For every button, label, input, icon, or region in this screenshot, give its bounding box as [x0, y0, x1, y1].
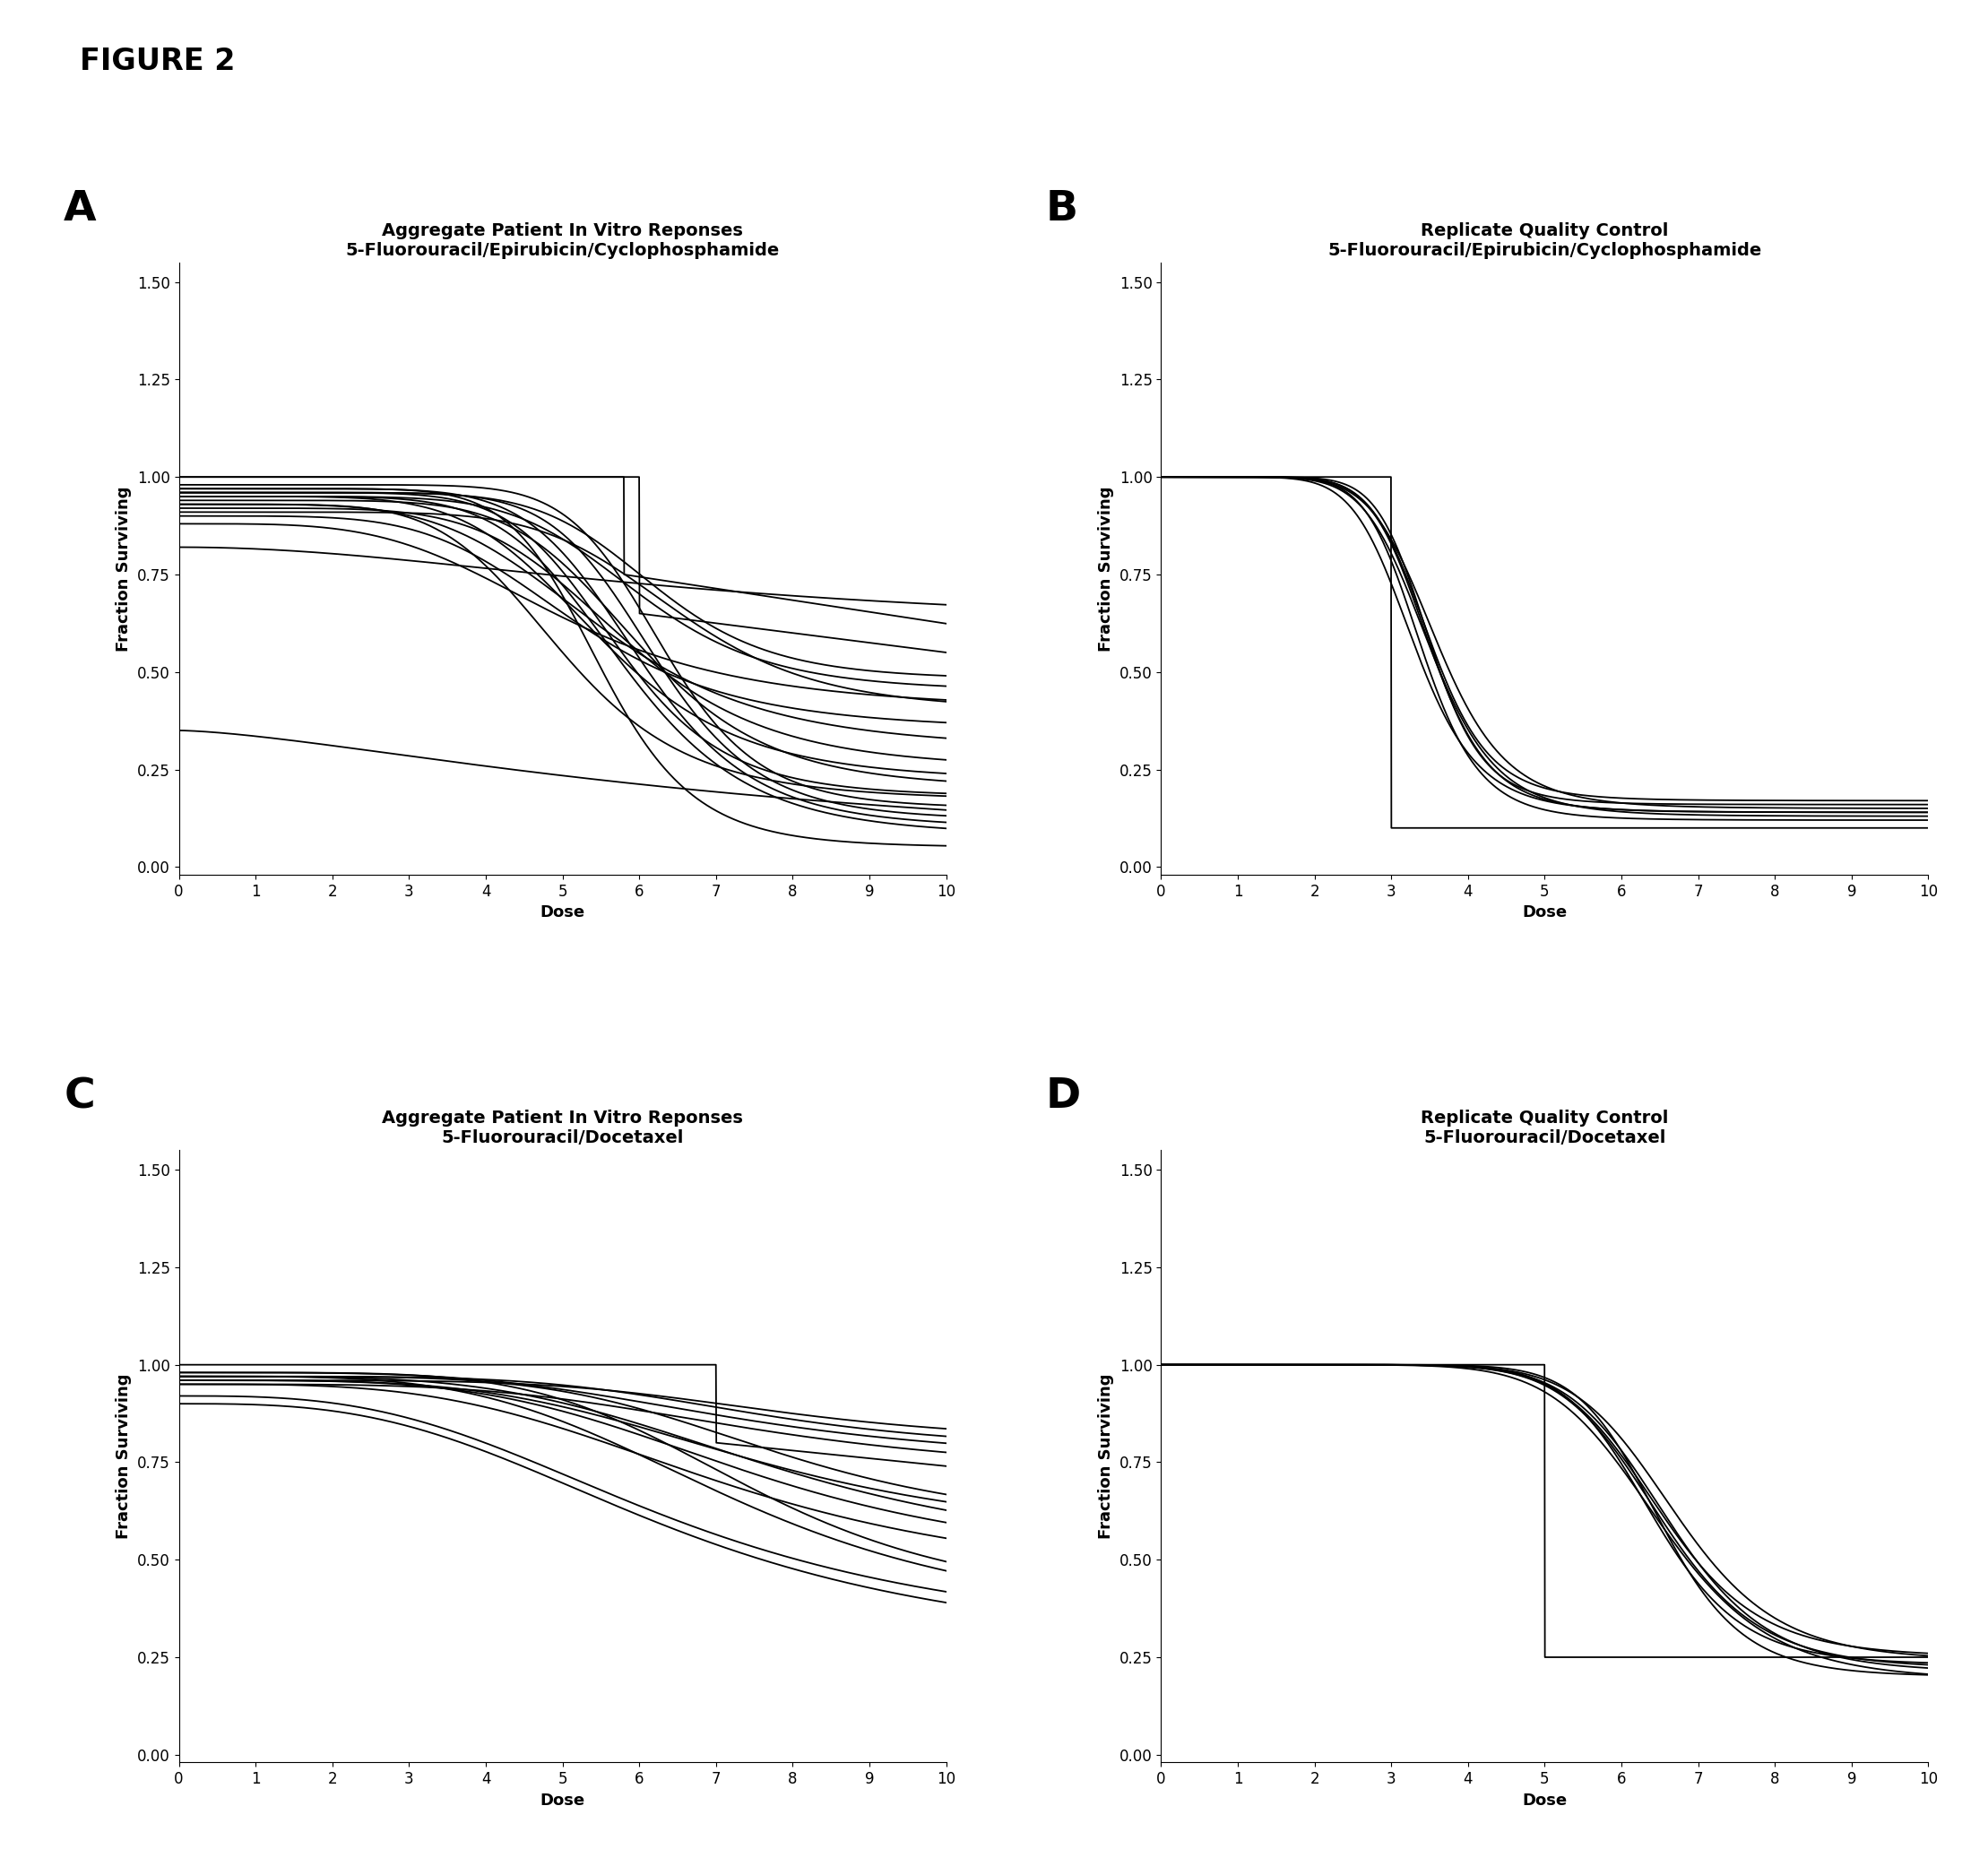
X-axis label: Dose: Dose — [1523, 1792, 1567, 1809]
X-axis label: Dose: Dose — [541, 904, 584, 921]
X-axis label: Dose: Dose — [541, 1792, 584, 1809]
Y-axis label: Fraction Surviving: Fraction Surviving — [115, 486, 131, 651]
Text: FIGURE 2: FIGURE 2 — [80, 47, 235, 77]
Title: Aggregate Patient In Vitro Reponses
5-Fluorouracil/Docetaxel: Aggregate Patient In Vitro Reponses 5-Fl… — [382, 1110, 744, 1146]
Y-axis label: Fraction Surviving: Fraction Surviving — [1097, 1374, 1113, 1539]
X-axis label: Dose: Dose — [1523, 904, 1567, 921]
Text: C: C — [64, 1076, 95, 1118]
Y-axis label: Fraction Surviving: Fraction Surviving — [115, 1374, 131, 1539]
Text: D: D — [1046, 1076, 1081, 1118]
Text: A: A — [64, 189, 97, 229]
Title: Replicate Quality Control
5-Fluorouracil/Docetaxel: Replicate Quality Control 5-Fluorouracil… — [1421, 1110, 1668, 1146]
Title: Replicate Quality Control
5-Fluorouracil/Epirubicin/Cyclophosphamide: Replicate Quality Control 5-Fluorouracil… — [1328, 221, 1761, 259]
Y-axis label: Fraction Surviving: Fraction Surviving — [1097, 486, 1113, 651]
Text: B: B — [1046, 189, 1077, 229]
Title: Aggregate Patient In Vitro Reponses
5-Fluorouracil/Epirubicin/Cyclophosphamide: Aggregate Patient In Vitro Reponses 5-Fl… — [346, 221, 779, 259]
